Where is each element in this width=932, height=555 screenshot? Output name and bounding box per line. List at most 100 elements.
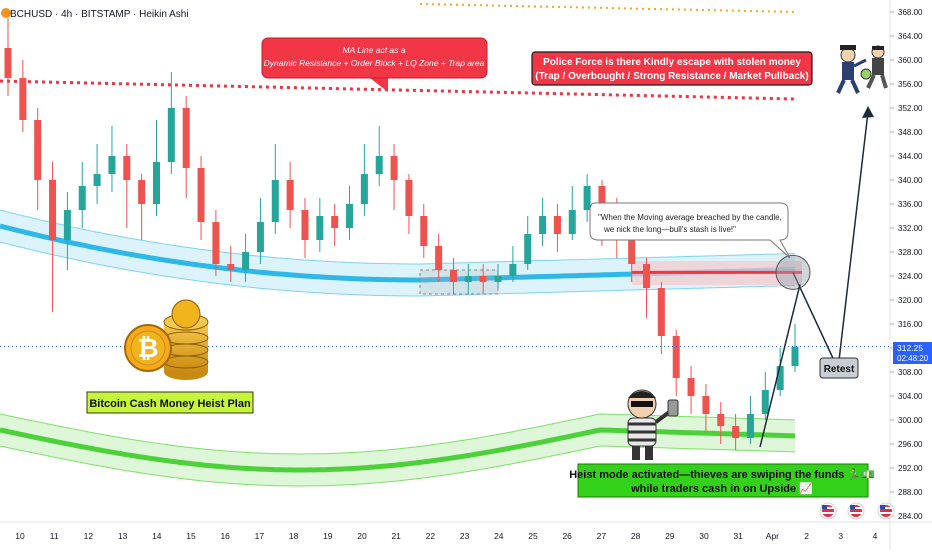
y-tick-label: 304.00 — [898, 392, 923, 401]
x-tick-label: 17 — [255, 531, 265, 541]
projection-arrowhead — [862, 106, 874, 118]
y-tick-label: 284.00 — [898, 512, 923, 521]
candle-body[interactable] — [449, 270, 457, 282]
candle-body[interactable] — [19, 78, 27, 120]
candle-body[interactable] — [212, 222, 220, 264]
candle-body[interactable] — [49, 180, 57, 240]
price-tag[interactable]: 312.25 02:48:20 — [893, 342, 932, 364]
candle-body[interactable] — [375, 156, 383, 174]
y-axis[interactable]: 368.00 364.00 360.00 356.00 352.00 348.00 344.… — [890, 8, 923, 521]
svg-text:₿: ₿ — [137, 333, 158, 363]
candle-body[interactable] — [657, 288, 665, 336]
candle-body[interactable] — [524, 234, 532, 264]
quote-bubble[interactable]: "When the Moving average breached by the… — [589, 202, 791, 259]
candle-body[interactable] — [687, 378, 695, 396]
y-tick-label: 320.00 — [898, 296, 923, 305]
candle-body[interactable] — [776, 366, 784, 390]
police-thief-icon — [836, 45, 888, 94]
us-flag-icon-1[interactable] — [819, 502, 837, 520]
candle-body[interactable] — [539, 216, 547, 234]
candles[interactable] — [4, 18, 799, 450]
candle-body[interactable] — [791, 346, 799, 367]
x-tick-label: 24 — [494, 531, 504, 541]
us-flag-icon-3[interactable] — [877, 502, 895, 520]
x-tick-label: 15 — [186, 531, 196, 541]
x-tick-label: 27 — [597, 531, 607, 541]
police-warning-label[interactable]: Police Force is there Kindly escape with… — [531, 51, 813, 86]
candle-body[interactable] — [702, 396, 710, 414]
candle-body[interactable] — [717, 414, 725, 426]
ma-note-callout[interactable]: MA Line act as a Dynamic Resistance + Or… — [261, 37, 488, 92]
y-tick-label: 292.00 — [898, 464, 923, 473]
candle-body[interactable] — [464, 276, 472, 282]
candle-body[interactable] — [271, 180, 279, 222]
candle-body[interactable] — [643, 264, 651, 288]
x-tick-label: 26 — [562, 531, 572, 541]
y-tick-label: 296.00 — [898, 440, 923, 449]
retest-circle[interactable] — [775, 254, 811, 290]
candle-body[interactable] — [242, 252, 250, 270]
candle-body[interactable] — [197, 168, 205, 222]
candle-body[interactable] — [286, 180, 294, 210]
candle-body[interactable] — [4, 48, 12, 78]
candle-body[interactable] — [34, 120, 42, 180]
candle-body[interactable] — [494, 276, 502, 282]
candle-body[interactable] — [93, 174, 101, 186]
candle-body[interactable] — [346, 204, 354, 228]
candle-body[interactable] — [108, 156, 116, 174]
y-tick-label: 324.00 — [898, 272, 923, 281]
candle-body[interactable] — [509, 264, 517, 276]
candle-body[interactable] — [316, 216, 324, 240]
event-flag-icons[interactable] — [819, 502, 895, 520]
y-tick-label: 352.00 — [898, 104, 923, 113]
candle-body[interactable] — [152, 162, 160, 204]
candle-body[interactable] — [479, 276, 487, 282]
ma-note-line2: Dynamic Resistance + Order Block + LQ Zo… — [264, 58, 485, 68]
candle-body[interactable] — [732, 426, 740, 438]
candle-body[interactable] — [598, 186, 606, 210]
candle-body[interactable] — [405, 180, 413, 216]
retest-label[interactable]: Retest — [819, 357, 859, 379]
candle-body[interactable] — [746, 414, 754, 438]
candle-body[interactable] — [182, 108, 190, 168]
x-tick-label: 3 — [838, 531, 843, 541]
candle-body[interactable] — [628, 234, 636, 264]
candle-body[interactable] — [256, 222, 264, 252]
plan-label[interactable]: Bitcoin Cash Money Heist Plan — [86, 391, 254, 414]
y-tick-label: 344.00 — [898, 152, 923, 161]
x-axis[interactable]: 10 11 12 13 14 15 16 17 18 19 20 21 22 23 24 25 26 27 28 29… — [15, 531, 877, 541]
candle-body[interactable] — [301, 210, 309, 240]
heist-label[interactable]: Heist mode activated—thieves are swiping… — [569, 463, 875, 498]
candle-body[interactable] — [78, 186, 86, 210]
candle-body[interactable] — [420, 216, 428, 246]
candle-body[interactable] — [761, 390, 769, 414]
candle-body[interactable] — [63, 210, 71, 240]
candle-body[interactable] — [390, 156, 398, 180]
candle-body[interactable] — [167, 108, 175, 162]
candle-body[interactable] — [138, 180, 146, 204]
plan-label-text: Bitcoin Cash Money Heist Plan — [89, 398, 251, 410]
candle-body[interactable] — [360, 174, 368, 204]
x-tick-label: 22 — [426, 531, 436, 541]
x-tick-label: 29 — [665, 531, 675, 541]
candle-body[interactable] — [331, 216, 339, 228]
retest-text: Retest — [824, 364, 855, 375]
candle-body[interactable] — [583, 186, 591, 210]
candle-body[interactable] — [553, 216, 561, 234]
candle-body[interactable] — [123, 156, 131, 180]
y-tick-label: 328.00 — [898, 248, 923, 257]
candle-body[interactable] — [568, 210, 576, 234]
thief-icon — [627, 389, 679, 460]
candle-body[interactable] — [435, 246, 443, 270]
bitcoin-coins-icon: ₿ — [124, 299, 209, 380]
y-tick-label: 356.00 — [898, 80, 923, 89]
x-tick-label: Apr — [766, 531, 779, 541]
x-tick-label: 25 — [528, 531, 538, 541]
ma-upper-band-edge-top — [0, 209, 796, 265]
x-tick-label: 16 — [220, 531, 230, 541]
candle-body[interactable] — [672, 336, 680, 378]
symbol-header[interactable]: BCHUSD · 4h · BITSTAMP · Heikin Ashi — [1, 8, 189, 20]
candle-body[interactable] — [227, 264, 235, 270]
us-flag-icon-2[interactable] — [847, 502, 865, 520]
